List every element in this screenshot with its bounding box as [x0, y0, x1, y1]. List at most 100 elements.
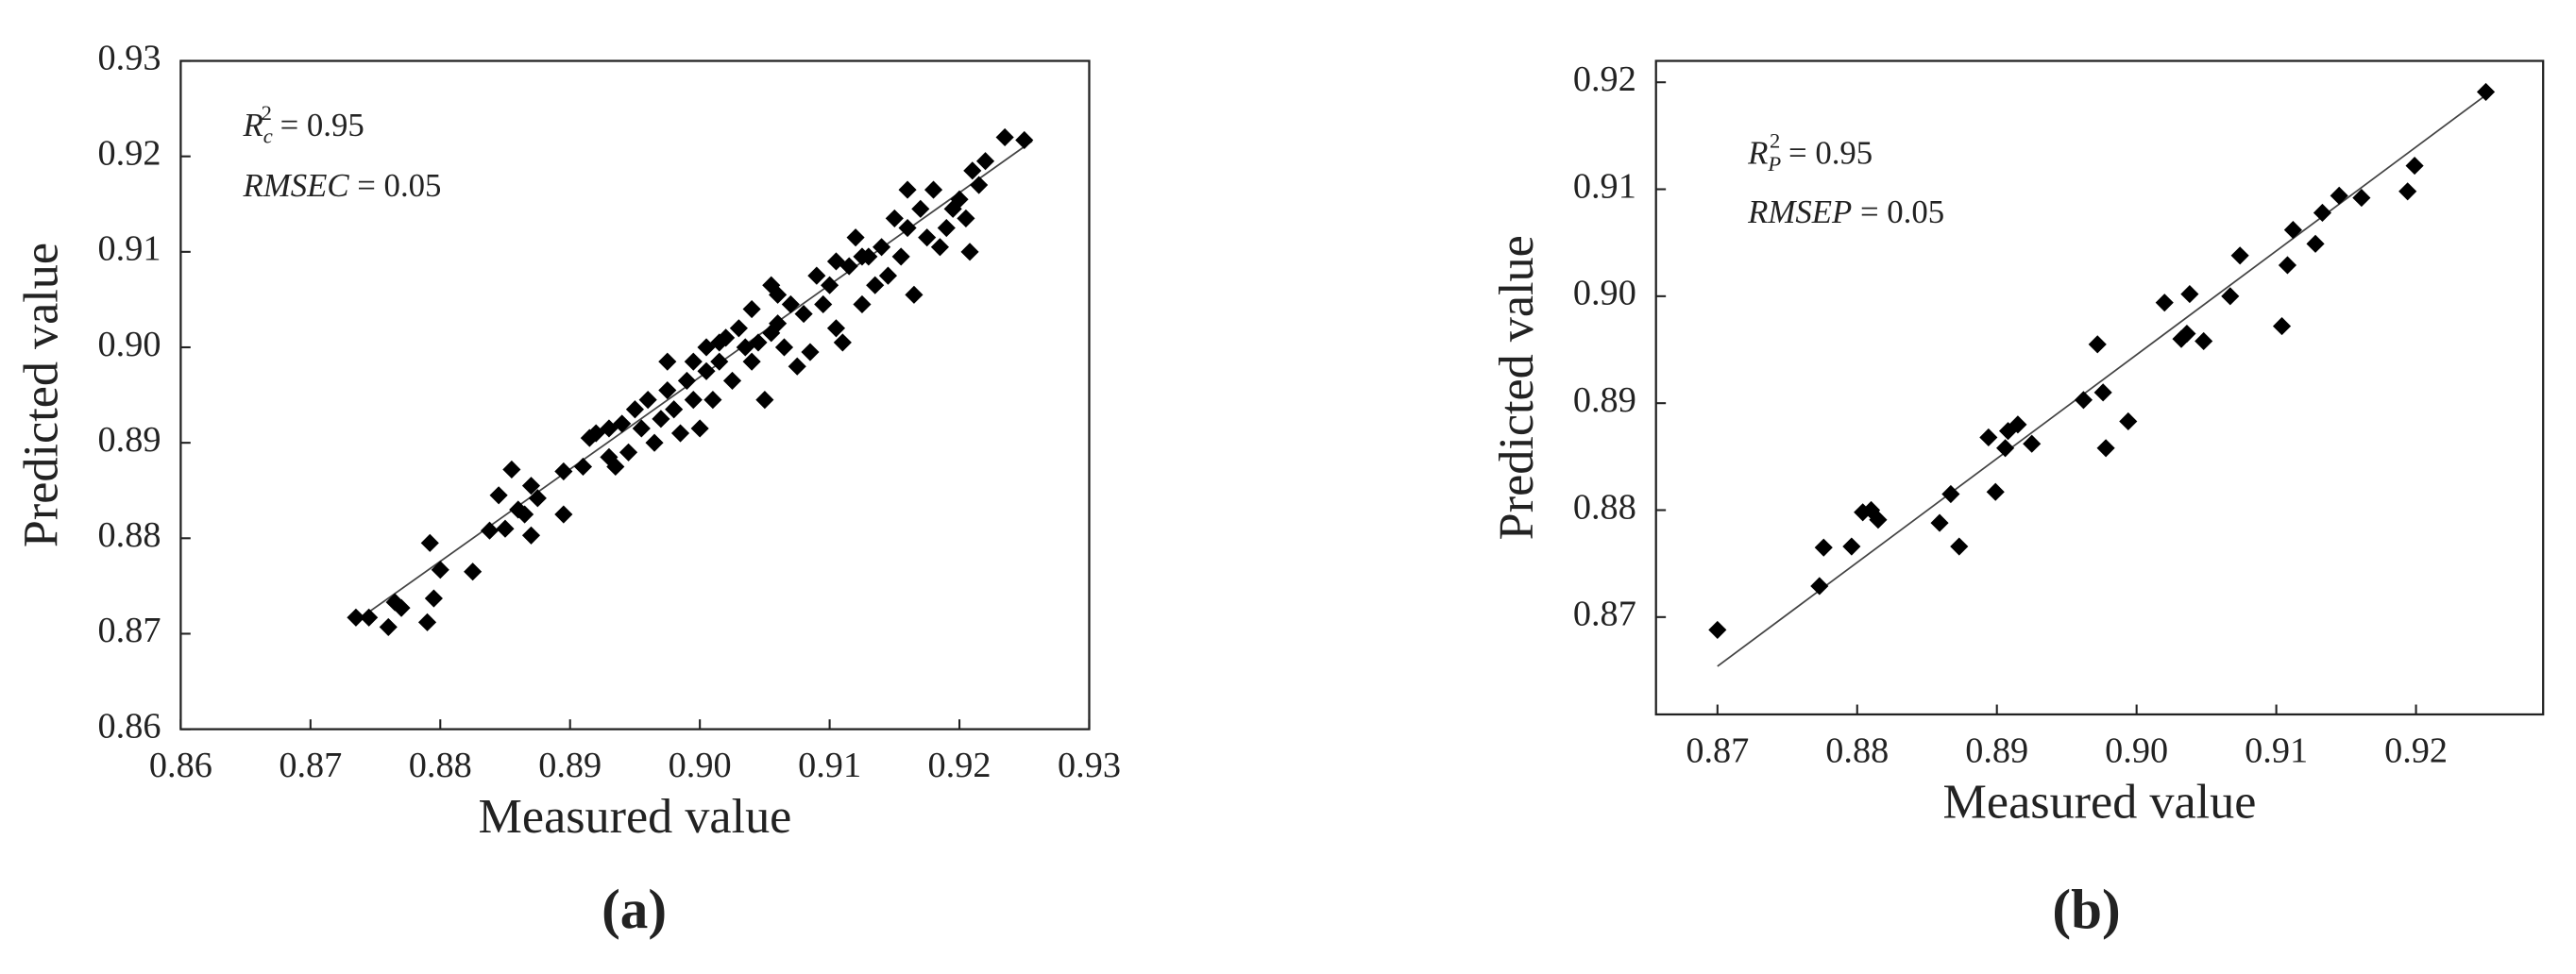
point [2088, 335, 2107, 354]
point [2278, 256, 2297, 275]
point [975, 152, 995, 171]
point [1015, 130, 1034, 150]
point [821, 276, 839, 294]
point [489, 486, 508, 505]
point [670, 424, 690, 443]
point [573, 457, 593, 477]
point [464, 563, 483, 581]
annotation: RMSEC = 0.05 [242, 167, 441, 204]
fit-line [1717, 92, 2488, 667]
point [2313, 203, 2332, 223]
point [846, 228, 865, 247]
point [385, 593, 404, 612]
point [2476, 82, 2496, 101]
point [480, 521, 500, 540]
point [2119, 411, 2138, 431]
point [2405, 157, 2424, 176]
y-tick-label: 0.88 [98, 515, 161, 555]
point [2096, 439, 2115, 458]
panel-label: (b) [2052, 878, 2120, 940]
point [1814, 538, 1833, 557]
x-tick-label: 0.92 [928, 746, 991, 785]
x-tick-label: 0.86 [149, 746, 212, 785]
point [2230, 246, 2249, 265]
x-axis-label: Measured value [1943, 774, 2257, 829]
point [1950, 537, 1969, 556]
x-tick-label: 0.90 [669, 746, 732, 785]
point [924, 180, 943, 199]
x-tick-label: 0.87 [1686, 730, 1749, 770]
point [424, 589, 443, 608]
x-tick-label: 0.90 [2105, 730, 2168, 770]
y-axis-label: Predicted value [14, 243, 69, 547]
point [749, 333, 768, 352]
point [2008, 415, 2027, 434]
annotation-symbol: RMSEC [242, 167, 349, 204]
x-tick-label: 0.93 [1058, 746, 1121, 785]
point [2093, 383, 2112, 402]
annotation-superscript: 2 [1770, 129, 1780, 153]
point [586, 424, 605, 443]
point [963, 161, 982, 180]
point [619, 443, 638, 462]
point [960, 243, 979, 261]
point [722, 371, 742, 390]
point [347, 608, 365, 627]
point [2272, 317, 2292, 336]
point [801, 343, 820, 361]
annotation-subscript: P [1767, 152, 1781, 176]
point [788, 357, 806, 376]
point [833, 333, 852, 352]
point [658, 352, 677, 371]
annotation-subscript: c [263, 124, 273, 147]
panel-label: (a) [602, 878, 667, 940]
point [2306, 234, 2325, 253]
point [710, 352, 729, 371]
x-tick-label: 0.89 [1965, 730, 2028, 770]
point [1996, 439, 2015, 458]
point [417, 613, 437, 631]
point [918, 228, 937, 247]
point [2023, 434, 2042, 453]
point [866, 276, 885, 294]
point [2074, 391, 2093, 410]
annotation: RMSEP = 0.05 [1747, 193, 1944, 230]
y-tick-label: 0.93 [98, 38, 161, 77]
point [2352, 189, 2371, 208]
y-tick-label: 0.90 [98, 325, 161, 364]
point [774, 338, 794, 357]
point [2195, 331, 2213, 351]
point [658, 380, 677, 400]
point [891, 247, 910, 266]
point [1810, 577, 1829, 596]
point [853, 294, 872, 314]
point [360, 608, 379, 627]
point [2398, 182, 2417, 201]
plot-frame [179, 59, 1091, 730]
y-tick-label: 0.91 [98, 229, 161, 269]
annotation-value: = 0.95 [1780, 134, 1873, 171]
y-tick-label: 0.87 [98, 611, 161, 650]
point [379, 617, 398, 636]
point [554, 505, 573, 524]
point [1986, 482, 2005, 501]
point [645, 433, 664, 452]
point [710, 333, 729, 352]
point [742, 299, 761, 319]
point [2155, 294, 2174, 312]
annotation: RP2 = 0.95 [1747, 129, 1873, 176]
y-tick-label: 0.89 [1573, 380, 1636, 420]
point [957, 209, 975, 228]
x-tick-label: 0.88 [409, 746, 472, 785]
point [665, 400, 684, 419]
plot-frame [1654, 59, 2545, 716]
x-tick-label: 0.87 [279, 746, 342, 785]
point [521, 526, 541, 545]
point [502, 460, 521, 479]
point [1842, 537, 1861, 556]
point [807, 266, 826, 285]
point [2180, 285, 2199, 304]
point [2283, 221, 2302, 240]
point [496, 519, 515, 538]
